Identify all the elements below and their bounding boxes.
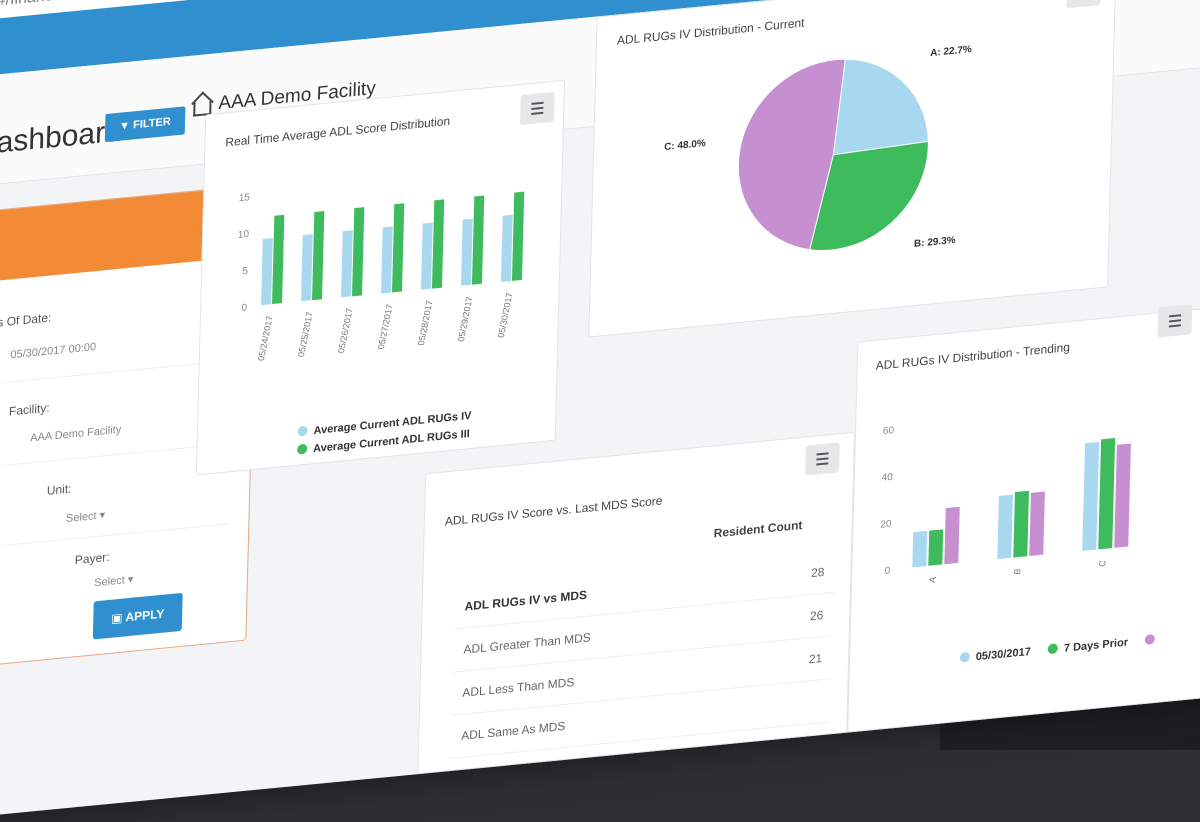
x-tick-label: 05/25/2017: [296, 311, 315, 357]
y-tick-label: 15: [239, 192, 251, 204]
unit-select[interactable]: Select ▾: [65, 509, 106, 526]
bar: [352, 207, 365, 297]
trend-chart-title: ADL RUGs IV Distribution - Trending: [875, 340, 1071, 373]
x-tick-label: 05/30/2017: [496, 292, 515, 338]
legend-item: 7 Days Prior: [1047, 636, 1129, 656]
bar: [1114, 443, 1131, 548]
bar: [471, 195, 485, 285]
bar: [431, 199, 445, 289]
pie-chart: A: 22.7% B: 29.3% C: 48.0%: [664, 44, 972, 251]
bar: [944, 506, 960, 565]
legend-dot: [1047, 643, 1059, 655]
apply-label: APPLY: [125, 606, 165, 625]
pie-slice-label: A: 22.7%: [930, 44, 972, 59]
trend-card: ADL RUGs IV Distribution - Trending 0 20 4…: [847, 304, 1200, 733]
bar: [511, 191, 525, 281]
bar: [381, 226, 393, 294]
bar: [1098, 438, 1116, 550]
bar: [1013, 490, 1029, 558]
pie-slice: [809, 140, 929, 251]
bar: [312, 210, 325, 301]
as-of-date-input[interactable]: 05/30/2017 00:00: [10, 341, 97, 362]
url-bar[interactable]: #/financial: [0, 0, 540, 21]
y-tick-label: 40: [881, 472, 893, 484]
bar: [1082, 441, 1100, 551]
x-tick-label: 05/28/2017: [416, 300, 435, 346]
pie-slice: [832, 58, 929, 156]
bar: [1029, 491, 1045, 557]
score-table-title: ADL RUGs IV Score vs. Last MDS Score: [444, 493, 663, 529]
bar: [420, 222, 433, 290]
bar: [391, 203, 405, 293]
x-tick-label: A: [927, 576, 938, 583]
y-tick-label: 20: [880, 519, 892, 531]
home-icon: [190, 92, 213, 116]
payer-label: Payer:: [74, 549, 110, 568]
y-tick-label: 10: [238, 229, 250, 241]
x-tick-label: B: [1012, 568, 1023, 575]
menu-icon[interactable]: [805, 442, 840, 476]
legend-dot: [297, 425, 308, 437]
menu-icon[interactable]: [520, 91, 555, 126]
payer-select[interactable]: Select ▾: [94, 573, 134, 590]
x-tick-label: C: [1097, 560, 1108, 568]
y-tick-label: 5: [242, 266, 248, 278]
facility-label: Facility:: [8, 400, 50, 419]
filter-label: FILTER: [132, 115, 171, 132]
bar: [912, 530, 928, 568]
facility-select[interactable]: AAA Demo Facility: [30, 423, 122, 445]
legend-dot: [297, 443, 308, 455]
y-tick-label: 0: [241, 302, 247, 314]
x-tick-label: 05/26/2017: [336, 308, 355, 354]
pie-slice-label: B: 29.3%: [914, 235, 956, 250]
unit-label: Unit:: [46, 481, 72, 498]
x-tick-label: 05/27/2017: [376, 304, 395, 350]
count-cell: [720, 678, 832, 733]
legend-item: [1145, 633, 1161, 647]
trend-bar-chart: 0 20 40 60 A B C: [880, 425, 1131, 583]
bar: [460, 218, 473, 286]
x-tick-label: 05/24/2017: [256, 315, 275, 361]
legend-label: 05/30/2017: [975, 645, 1031, 664]
bar: [928, 529, 944, 566]
pie-card: ADL RUGs IV Distribution - Current A: 22…: [588, 0, 1117, 338]
apply-button[interactable]: ▣ APPLY: [92, 592, 183, 640]
bar: [341, 230, 353, 298]
as-of-date-label: As Of Date:: [0, 310, 52, 331]
legend-dot: [959, 651, 970, 663]
legend-dot: [1145, 633, 1156, 645]
y-tick-label: 0: [885, 565, 891, 577]
pie-slice: [737, 58, 846, 251]
y-tick-label: 60: [883, 425, 895, 437]
bar: [261, 237, 273, 306]
score-table-card: ADL RUGs IV Score vs. Last MDS Score Res…: [417, 431, 856, 775]
adl-bar-chart: 0 5 10 15 05/24/2017 05/25/2017 05/26/2017 05/2…: [238, 191, 525, 361]
menu-icon[interactable]: [1066, 0, 1102, 9]
pie-slice-label: C: 48.0%: [664, 138, 706, 153]
x-tick-label: 05/29/2017: [456, 296, 475, 342]
legend-label: 7 Days Prior: [1063, 636, 1129, 655]
bar: [500, 214, 513, 282]
adl-score-card: Real Time Average ADL Score Distribution…: [195, 79, 566, 476]
resident-table: ADL RUGs IV vs MDS 28 ADL Greater Than M…: [450, 549, 835, 759]
divider: [0, 523, 229, 548]
bar: [301, 234, 313, 302]
trend-legend: 05/30/2017 7 Days Prior: [959, 633, 1162, 665]
menu-icon[interactable]: [1157, 304, 1193, 338]
bar: [997, 494, 1013, 560]
legend-item: 05/30/2017: [959, 645, 1031, 665]
resident-count-header: Resident Count: [713, 517, 803, 541]
bar: [272, 214, 285, 305]
